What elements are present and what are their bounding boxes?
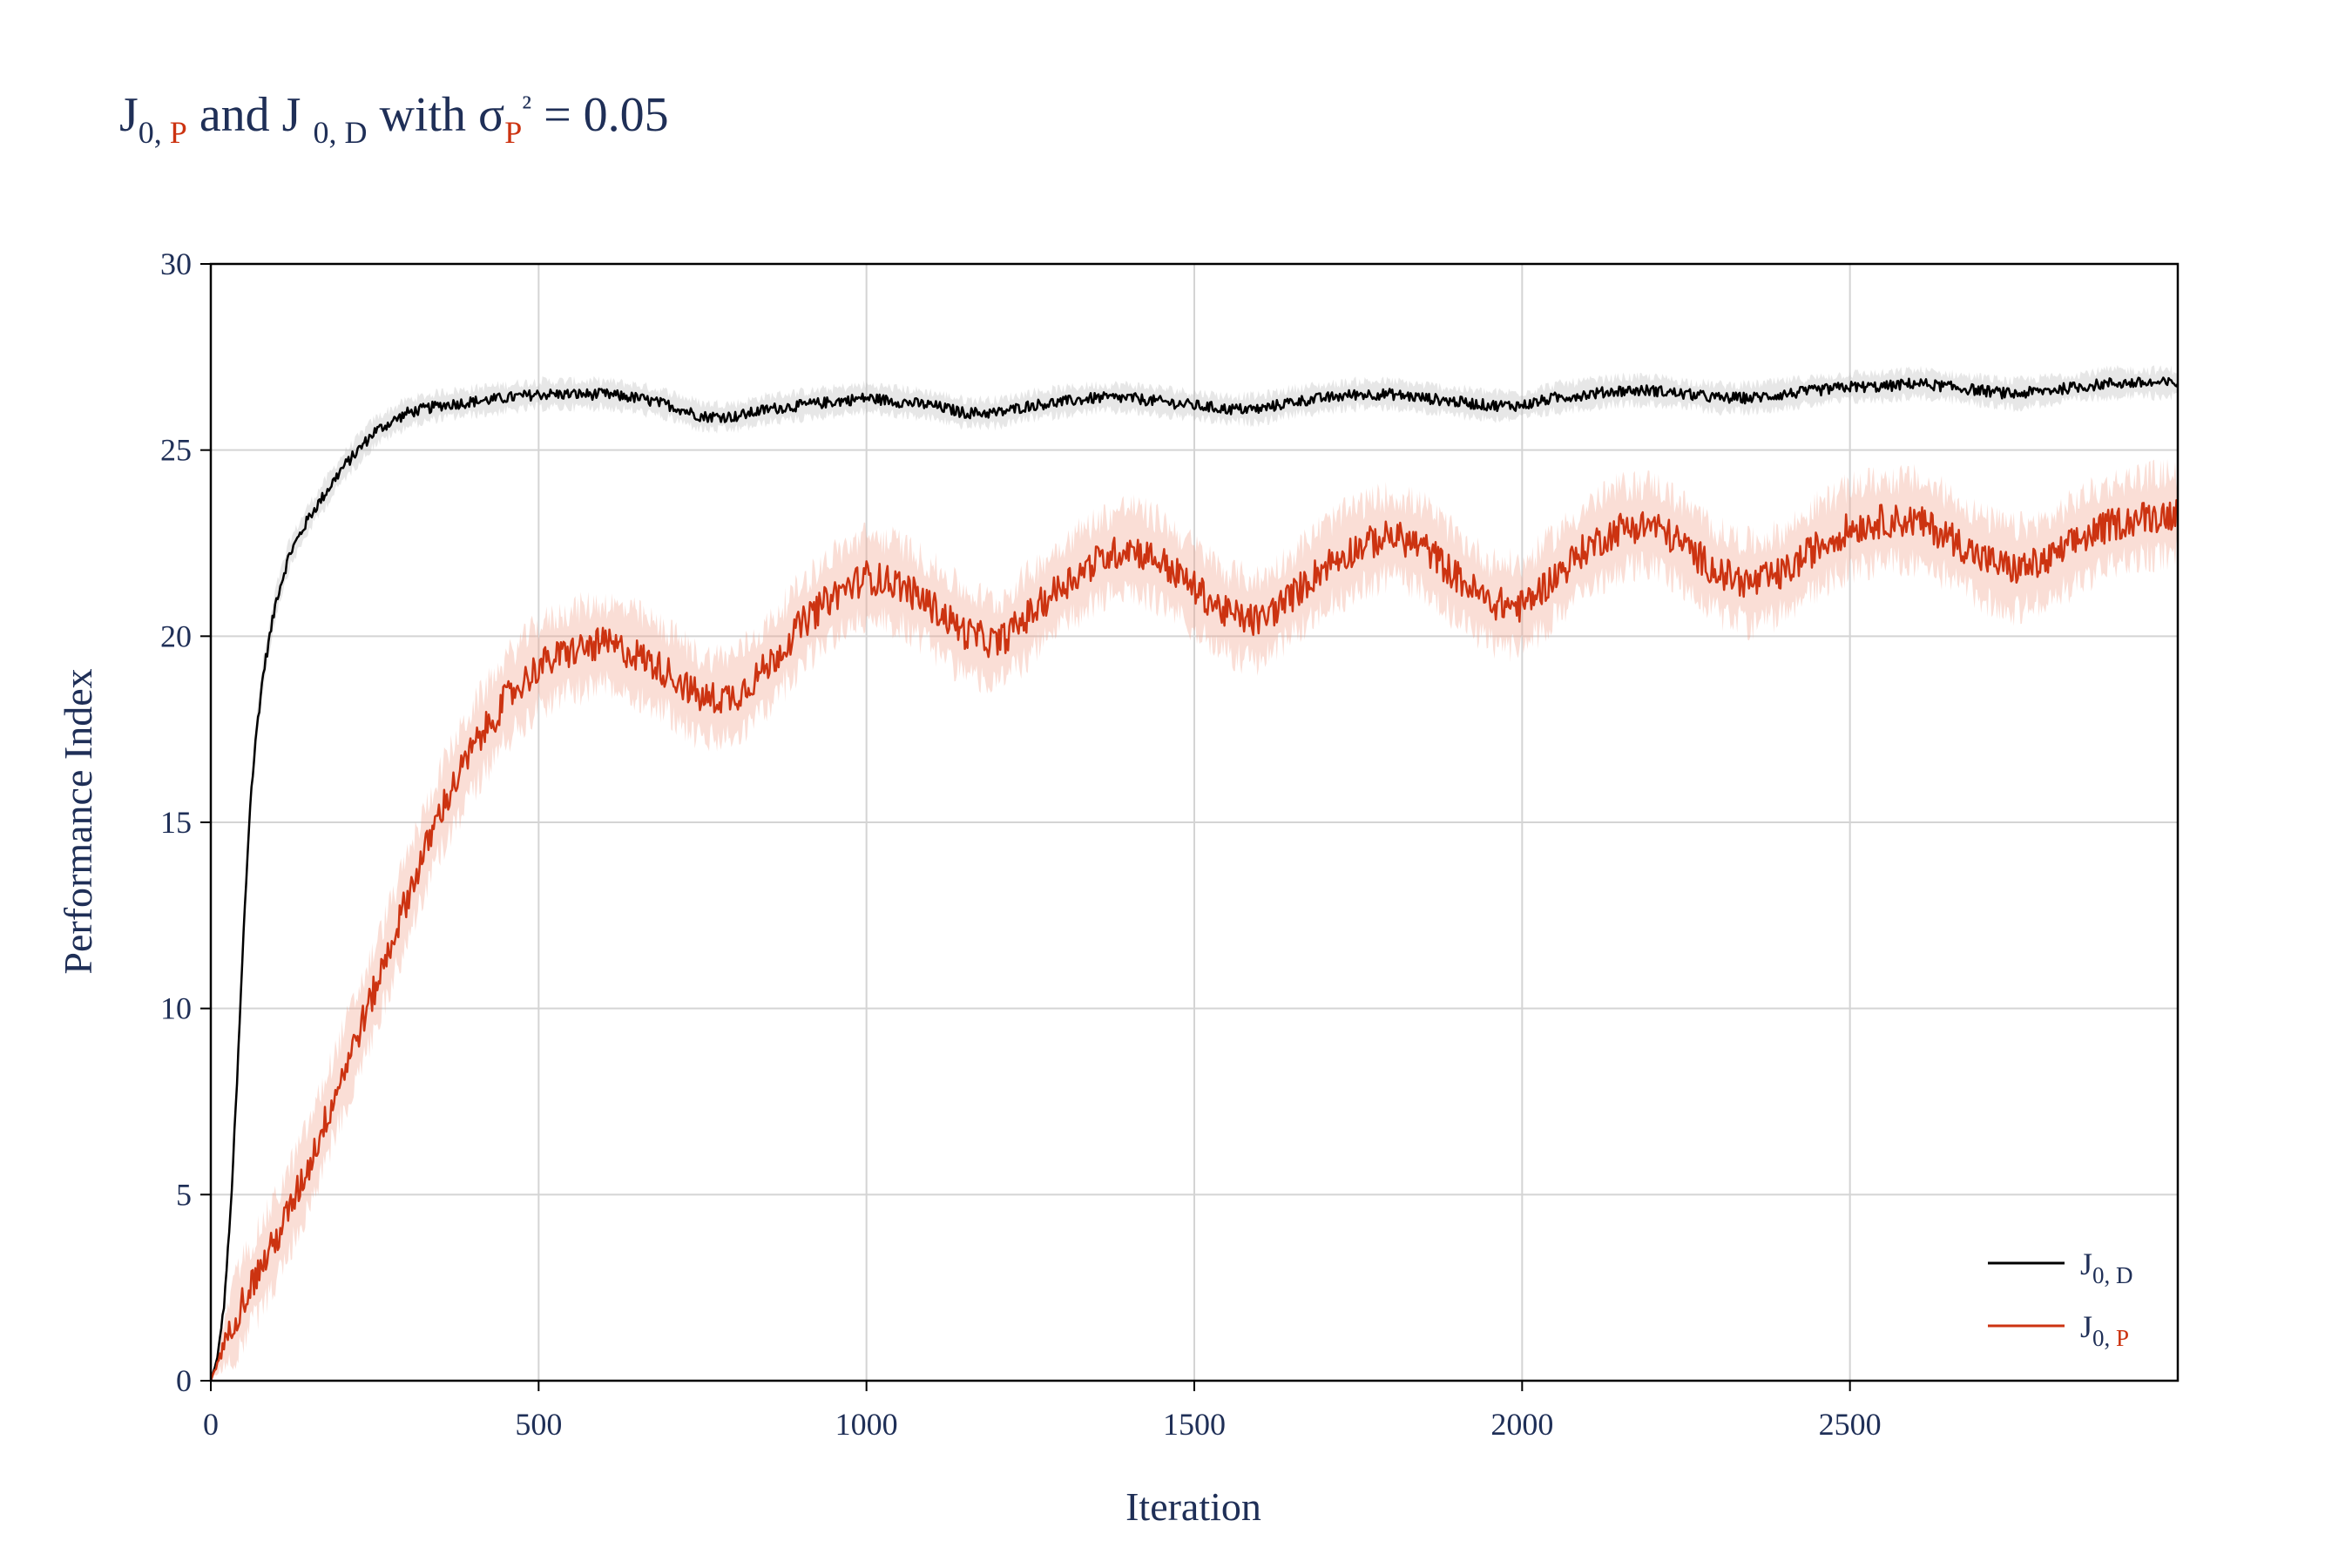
x-axis-title: Iteration xyxy=(1125,1484,1261,1529)
y-tick-label-10: 10 xyxy=(160,991,192,1026)
title-and-j: and J xyxy=(187,88,314,142)
legend-label-j0d: J0, D xyxy=(2080,1247,2133,1288)
title-j-sub-p: P xyxy=(170,115,187,150)
y-tick-label-30: 30 xyxy=(160,247,192,281)
line-series-1 xyxy=(209,499,2179,1382)
x-tick-label-0: 0 xyxy=(203,1407,219,1442)
chart-title: J0, P and J 0, D with σP² = 0.05 xyxy=(119,88,669,150)
title-and-j-sub: 0, D xyxy=(313,115,367,150)
y-tick-label-15: 15 xyxy=(160,805,192,840)
line-series-0 xyxy=(209,376,2180,1382)
y-tick-label-25: 25 xyxy=(160,433,192,468)
x-tick-label-2000: 2000 xyxy=(1490,1407,1553,1442)
title-j-main: J xyxy=(119,88,139,142)
y-tick-label-0: 0 xyxy=(176,1363,192,1398)
title-with-sigma: with σ xyxy=(367,88,504,142)
y-axis-ticks: 0 5 10 15 20 25 30 xyxy=(160,247,211,1398)
series-lines xyxy=(209,376,2180,1382)
legend-label-j0p: J0, P xyxy=(2080,1309,2129,1351)
x-tick-label-2500: 2500 xyxy=(1819,1407,1882,1442)
y-tick-label-20: 20 xyxy=(160,618,192,653)
y-tick-label-5: 5 xyxy=(176,1177,192,1212)
title-value: = 0.05 xyxy=(531,88,669,142)
legend: J0, D J0, P xyxy=(1988,1247,2133,1351)
title-sigma-sub: P xyxy=(504,115,522,150)
x-tick-label-500: 500 xyxy=(515,1407,562,1442)
title-sigma-sup: ² xyxy=(522,89,531,124)
y-axis-title: Performance Index xyxy=(56,668,100,974)
x-tick-label-1500: 1500 xyxy=(1163,1407,1226,1442)
title-j-sub: 0, xyxy=(139,115,170,150)
x-tick-label-1000: 1000 xyxy=(835,1407,898,1442)
x-axis-ticks: 0 500 1000 1500 2000 2500 xyxy=(203,1381,1882,1442)
